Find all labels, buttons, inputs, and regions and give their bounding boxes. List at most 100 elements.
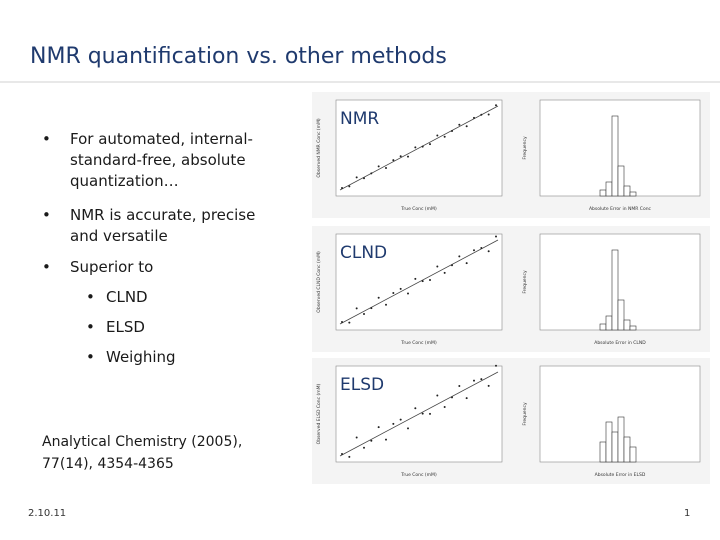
histogram-bar (611, 115, 619, 197)
scatter-dot (421, 280, 424, 283)
scatter-dot (399, 287, 402, 290)
scatter-dot (399, 155, 402, 158)
scatter-y-axis-title: Observed ELSD Conc (mM) (316, 383, 322, 444)
histogram-bar (617, 165, 625, 197)
citation: 77(14), 4354-4365 (42, 456, 174, 472)
scatter-dot (348, 185, 351, 188)
sub-bullet-text: CLND (106, 288, 148, 306)
sub-bullet-dot: • (86, 318, 95, 336)
scatter-dot (392, 159, 395, 162)
scatter-dot (363, 313, 365, 316)
scatter-dot (429, 143, 431, 146)
method-label: NMR (340, 109, 379, 129)
date: 2.10.11 (28, 508, 67, 519)
sub-bullet-dot: • (86, 288, 95, 306)
fit-line (339, 371, 499, 457)
histogram-bar (623, 185, 631, 197)
scatter-dot (341, 321, 343, 323)
scatter-dot (443, 271, 446, 274)
scatter-dot (355, 176, 358, 179)
histogram-x-axis-title: Absolute Error in NMR Conc (589, 206, 652, 212)
scatter-dot (451, 396, 453, 399)
scatter-dot (458, 385, 461, 388)
method-label: ELSD (340, 375, 384, 395)
bullet-dot: • (42, 130, 51, 148)
scatter-dot (414, 407, 417, 410)
scatter-dot (480, 378, 483, 381)
sub-bullet-dot: • (86, 348, 95, 366)
scatter-dot (385, 438, 387, 441)
scatter-dot (355, 436, 358, 439)
histogram-bar (623, 436, 631, 463)
scatter-dot (421, 145, 424, 148)
scatter-dot (473, 116, 475, 119)
scatter-dot (495, 364, 497, 367)
scatter-dot (436, 265, 439, 268)
scatter-dot (487, 113, 490, 116)
scatter-dot (414, 146, 417, 149)
scatter-dot (341, 187, 343, 189)
scatter-dot (429, 412, 431, 415)
scatter-dot (355, 307, 358, 310)
scatter-dot (495, 235, 497, 238)
scatter-dot (399, 418, 402, 421)
bullet-text: quantization… (70, 172, 179, 190)
scatter-dot (421, 412, 424, 415)
histogram-bar (611, 249, 619, 331)
slide-title: NMR quantification vs. other methods (30, 44, 447, 69)
scatter-dot (495, 104, 497, 107)
histogram-y-axis-title: Frequency (522, 402, 528, 426)
histogram-bar (599, 189, 607, 197)
scatter-dot (370, 172, 373, 175)
scatter-dot (377, 426, 380, 429)
citation: Analytical Chemistry (2005), (42, 434, 243, 450)
scatter-dot (465, 262, 468, 265)
bullet-dot: • (42, 258, 51, 276)
scatter-dot (414, 277, 417, 280)
sub-bullet-text: ELSD (106, 318, 145, 336)
scatter-dot (407, 427, 409, 430)
histogram-bar (617, 299, 625, 331)
bullet-text: and versatile (70, 227, 168, 245)
histogram-x-axis-title: Absolute Error in ELSD (595, 472, 646, 478)
scatter-dot (407, 155, 409, 158)
scatter-dot (348, 455, 351, 458)
scatter-y-axis-title: Observed CLND Conc (mM) (316, 251, 322, 313)
scatter-dot (436, 394, 439, 397)
method-label: CLND (340, 243, 387, 263)
histogram-bar (629, 446, 637, 463)
page-number: 1 (684, 508, 691, 519)
scatter-dot (480, 246, 483, 249)
histogram-bar (599, 323, 607, 331)
histogram-y-axis-title: Frequency (522, 270, 528, 294)
scatter-dot (341, 453, 343, 455)
scatter-dot (480, 113, 483, 116)
scatter-dot (451, 130, 453, 133)
scatter-dot (348, 321, 351, 324)
scatter-dot (443, 135, 446, 138)
scatter-dot (363, 177, 365, 180)
histogram-bar (605, 421, 613, 463)
histogram-bar (629, 191, 637, 197)
scatter-dot (363, 446, 365, 449)
scatter-dot (392, 292, 395, 295)
scatter-dot (487, 384, 490, 387)
scatter-dot (451, 264, 453, 267)
scatter-dot (443, 406, 446, 409)
scatter-dot (436, 134, 439, 137)
histogram-bar (605, 315, 613, 331)
scatter-dot (473, 379, 475, 382)
sub-bullet-text: Weighing (106, 348, 176, 366)
scatter-dot (392, 422, 395, 425)
histogram-bar (617, 416, 625, 463)
histogram-y-axis-title: Frequency (522, 136, 528, 160)
fit-line (339, 239, 499, 325)
scatter-dot (458, 255, 461, 258)
scatter-dot (370, 439, 373, 442)
scatter-dot (377, 165, 380, 168)
bullet-text: Superior to (70, 258, 154, 276)
scatter-dot (429, 279, 431, 282)
scatter-dot (458, 123, 461, 126)
